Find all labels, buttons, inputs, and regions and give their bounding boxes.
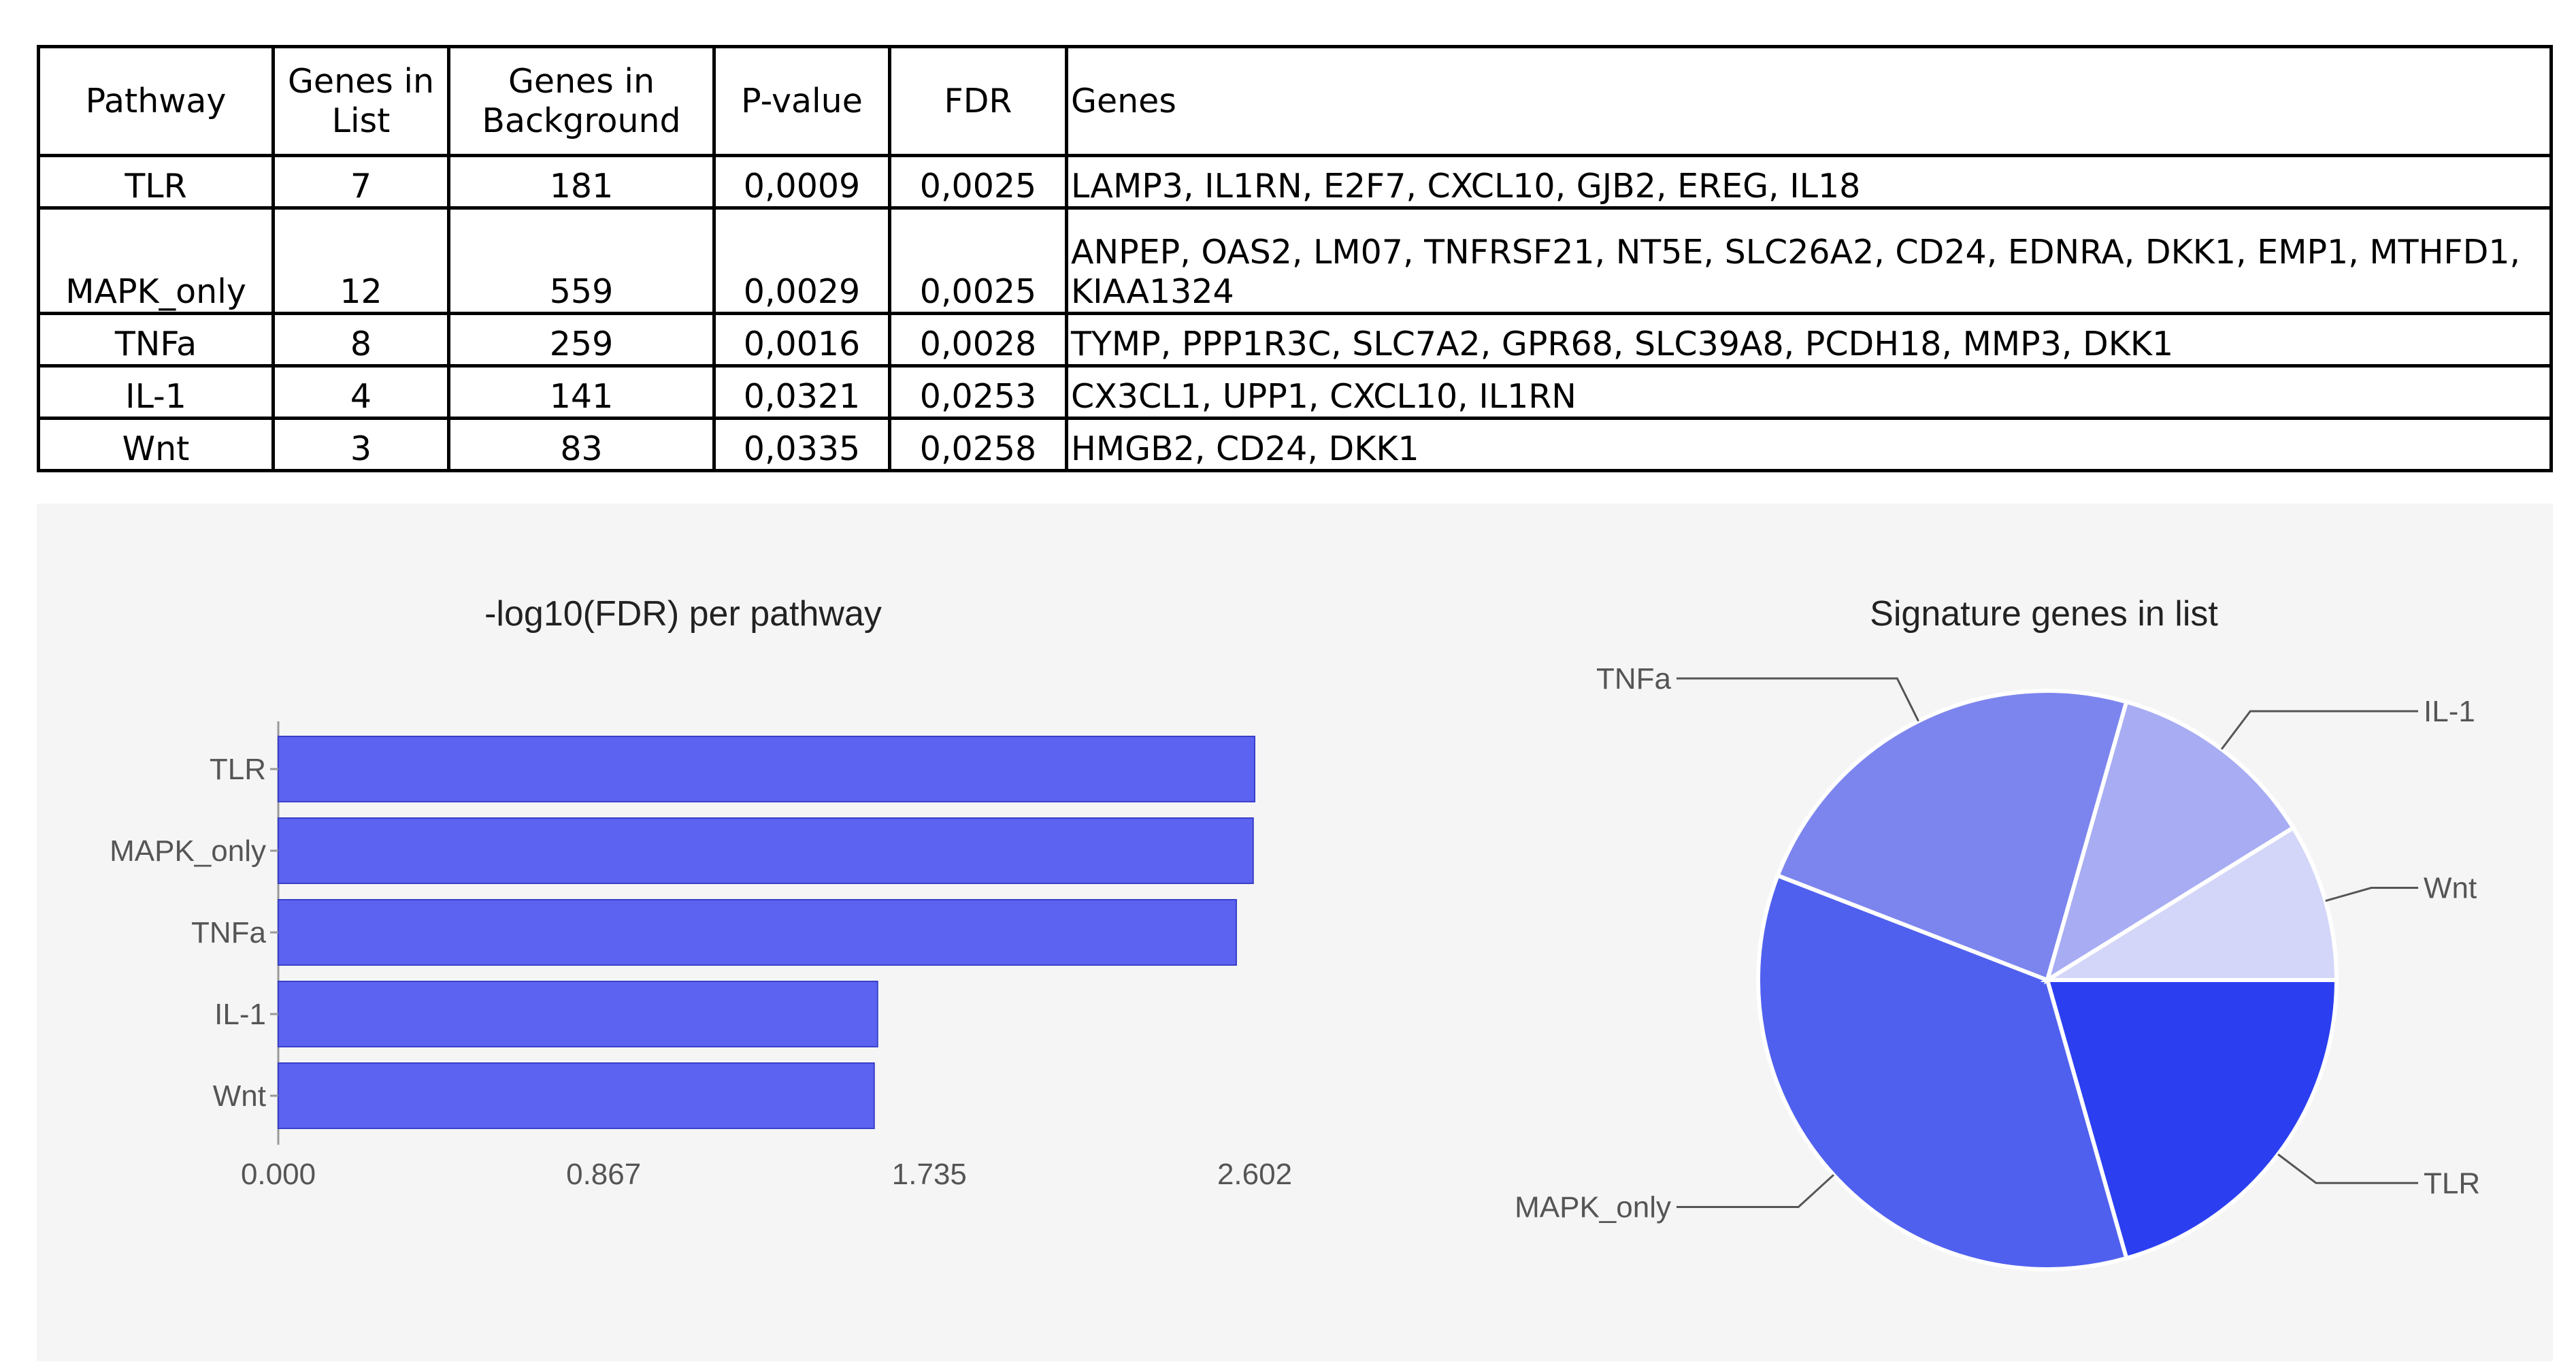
bar (278, 981, 878, 1047)
cell-genes-in-background: 559 (447, 206, 716, 315)
bar-chart-title: -log10(FDR) per pathway (484, 594, 882, 634)
pie-slice (1756, 872, 2130, 1272)
y-tick-label: TLR (210, 753, 266, 786)
table-header-row: Pathway Genes in List Genes in Backgroun… (37, 45, 2553, 157)
header-pathway: Pathway (37, 45, 275, 157)
pie-slice (2045, 978, 2339, 1261)
pathway-table: Pathway Genes in List Genes in Backgroun… (37, 45, 2553, 472)
y-tick-label: MAPK_only (110, 834, 266, 868)
bar (278, 817, 1254, 884)
pie-label: TLR (2424, 1167, 2480, 1200)
bar (278, 736, 1255, 802)
header-genes-in-list: Genes in List (271, 45, 450, 157)
y-tick-label: IL-1 (214, 998, 266, 1031)
pie-leader-line (2325, 887, 2418, 902)
bar-chart: TLR MAPK_only TNFa IL-1 Wnt 0.000 0.867 1.735 2.… (110, 721, 1292, 1191)
header-p-value: P-value (712, 45, 891, 157)
table-row: Wnt 3 83 0,0335 0,0258 HMGB2, CD24, DKK1 (37, 417, 2553, 472)
table-row: TLR 7 181 0,0009 0,0025 LAMP3, IL1RN, E2… (37, 154, 2553, 210)
cell-p-value: 0,0321 (712, 364, 891, 420)
pie-chart: TLR MAPK_only TNFa IL-1 Wnt (1515, 662, 2480, 1272)
cell-genes-in-background: 83 (447, 417, 716, 472)
bar (278, 899, 1237, 966)
cell-genes-in-list: 4 (271, 364, 450, 420)
cell-fdr: 0,0025 (888, 154, 1068, 210)
cell-fdr: 0,0253 (888, 364, 1068, 420)
header-genes-in-background: Genes in Background (447, 45, 716, 157)
table-row: MAPK_only 12 559 0,0029 0,0025 ANPEP, OA… (37, 206, 2553, 315)
cell-p-value: 0,0016 (712, 312, 891, 368)
cell-p-value: 0,0335 (712, 417, 891, 472)
cell-genes-in-background: 181 (447, 154, 716, 210)
x-tick-label: 0.000 (241, 1158, 316, 1191)
cell-genes: HMGB2, CD24, DKK1 (1065, 417, 2553, 472)
cell-genes-in-list: 7 (271, 154, 450, 210)
pie-leader-line (1677, 677, 1919, 722)
cell-genes-in-list: 8 (271, 312, 450, 368)
cell-genes: LAMP3, IL1RN, E2F7, CXCL10, GJB2, EREG, … (1065, 154, 2553, 210)
table-row: IL-1 4 141 0,0321 0,0253 CX3CL1, UPP1, C… (37, 364, 2553, 420)
table-row: TNFa 8 259 0,0016 0,0028 TYMP, PPP1R3C, … (37, 312, 2553, 368)
pie-label: Wnt (2424, 872, 2477, 905)
cell-fdr: 0,0258 (888, 417, 1068, 472)
cell-genes: ANPEP, OAS2, LM07, TNFRSF21, NT5E, SLC26… (1065, 206, 2553, 315)
cell-genes-in-background: 259 (447, 312, 716, 368)
x-tick-label: 2.602 (1217, 1158, 1292, 1191)
pie-slice (2040, 825, 2339, 982)
x-tick-label: 0.867 (566, 1158, 641, 1191)
cell-pathway: MAPK_only (37, 206, 275, 315)
cell-p-value: 0,0009 (712, 154, 891, 210)
cell-genes-in-list: 3 (271, 417, 450, 472)
cell-genes-in-list: 12 (271, 206, 450, 315)
cell-pathway: IL-1 (37, 364, 275, 420)
cell-pathway: TLR (37, 154, 275, 210)
pie-label: IL-1 (2424, 695, 2475, 728)
cell-pathway: TNFa (37, 312, 275, 368)
cell-genes: TYMP, PPP1R3C, SLC7A2, GPR68, SLC39A8, P… (1065, 312, 2553, 368)
header-genes: Genes (1065, 45, 2553, 157)
pie-slice (2043, 699, 2296, 985)
header-fdr: FDR (888, 45, 1068, 157)
bar (278, 1062, 875, 1129)
cell-fdr: 0,0028 (888, 312, 1068, 368)
y-tick-label: Wnt (213, 1079, 266, 1113)
cell-genes: CX3CL1, UPP1, CXCL10, IL1RN (1065, 364, 2553, 420)
cell-p-value: 0,0029 (712, 206, 891, 315)
pie-label: MAPK_only (1515, 1190, 1671, 1224)
pie-leader-line (2220, 710, 2418, 750)
pie-leader-line (2277, 1153, 2418, 1184)
cell-pathway: Wnt (37, 417, 275, 472)
pie-slice (1774, 689, 2130, 983)
y-tick-label: TNFa (191, 916, 267, 949)
pie-chart-title: Signature genes in list (1870, 594, 2218, 634)
cell-fdr: 0,0025 (888, 206, 1068, 315)
charts-panel: -log10(FDR) per pathway TLR MAPK_only TNFa… (37, 504, 2553, 1361)
x-tick-label: 1.735 (892, 1158, 967, 1191)
pie-leader-line (1677, 1174, 1834, 1208)
cell-genes-in-background: 141 (447, 364, 716, 420)
pie-label: TNFa (1596, 662, 1672, 696)
